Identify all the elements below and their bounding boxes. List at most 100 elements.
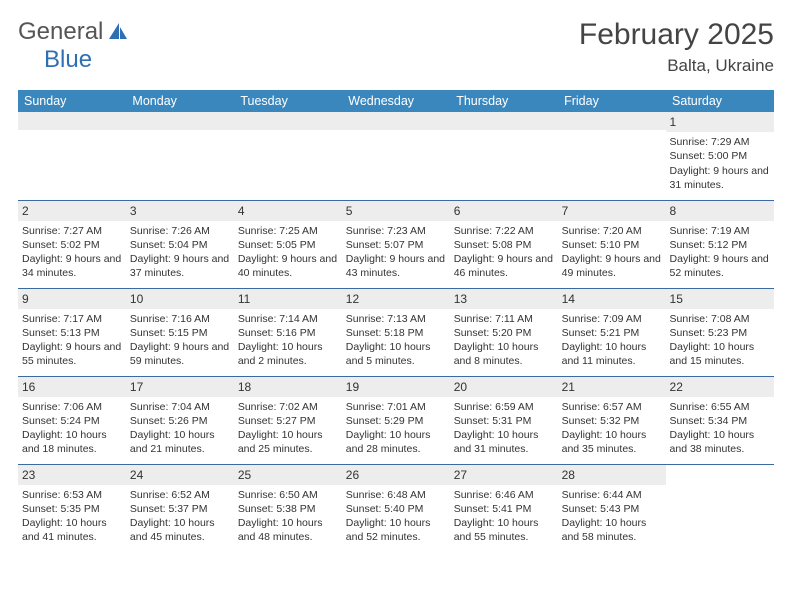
day-sunrise: Sunrise: 7:08 AM	[670, 312, 770, 326]
day-number-row: 10	[126, 289, 234, 309]
day-number-row: 4	[234, 201, 342, 221]
empty-day-strip	[126, 112, 234, 130]
day-sunset: Sunset: 5:32 PM	[562, 414, 662, 428]
day-daylight: Daylight: 9 hours and 49 minutes.	[562, 252, 662, 280]
day-details: Sunrise: 7:02 AMSunset: 5:27 PMDaylight:…	[238, 400, 338, 457]
calendar-day-cell: 7Sunrise: 7:20 AMSunset: 5:10 PMDaylight…	[558, 200, 666, 288]
day-details: Sunrise: 6:44 AMSunset: 5:43 PMDaylight:…	[562, 488, 662, 545]
calendar-week-row: 16Sunrise: 7:06 AMSunset: 5:24 PMDayligh…	[18, 376, 774, 464]
day-sunrise: Sunrise: 7:09 AM	[562, 312, 662, 326]
calendar-day-cell: 9 Sunrise: 7:17 AMSunset: 5:13 PMDaylight…	[18, 288, 126, 376]
day-daylight: Daylight: 10 hours and 45 minutes.	[130, 516, 230, 544]
brand-word-1: General	[18, 18, 103, 46]
day-number-row: 12	[342, 289, 450, 309]
day-sunset: Sunset: 5:00 PM	[670, 149, 770, 163]
day-details: Sunrise: 6:50 AMSunset: 5:38 PMDaylight:…	[238, 488, 338, 545]
brand-logo: General	[18, 18, 133, 46]
day-number-row: 8	[666, 201, 774, 221]
day-daylight: Daylight: 9 hours and 59 minutes.	[130, 340, 230, 368]
calendar-week-row: 2 Sunrise: 7:27 AMSunset: 5:02 PMDaylight…	[18, 200, 774, 288]
calendar-day-cell	[450, 112, 558, 200]
day-number: 2	[22, 204, 29, 218]
day-daylight: Daylight: 9 hours and 37 minutes.	[130, 252, 230, 280]
calendar-day-cell: 26 Sunrise: 6:48 AMSunset: 5:40 PMDayligh…	[342, 464, 450, 552]
day-sunrise: Sunrise: 7:04 AM	[130, 400, 230, 414]
day-daylight: Daylight: 9 hours and 43 minutes.	[346, 252, 446, 280]
day-number-row: 1	[666, 112, 774, 132]
day-sunrise: Sunrise: 7:23 AM	[346, 224, 446, 238]
calendar-day-cell: 5Sunrise: 7:23 AMSunset: 5:07 PMDaylight…	[342, 200, 450, 288]
calendar-day-cell	[234, 112, 342, 200]
day-daylight: Daylight: 10 hours and 38 minutes.	[670, 428, 770, 456]
day-sunrise: Sunrise: 7:17 AM	[22, 312, 122, 326]
calendar-day-cell: 28 Sunrise: 6:44 AMSunset: 5:43 PMDayligh…	[558, 464, 666, 552]
day-sunrise: Sunrise: 6:57 AM	[562, 400, 662, 414]
day-daylight: Daylight: 10 hours and 11 minutes.	[562, 340, 662, 368]
day-number: 6	[454, 204, 461, 218]
day-sunrise: Sunrise: 6:44 AM	[562, 488, 662, 502]
calendar-day-cell	[666, 464, 774, 552]
weekday-header: Friday	[558, 90, 666, 112]
calendar-day-cell	[342, 112, 450, 200]
day-daylight: Daylight: 9 hours and 46 minutes.	[454, 252, 554, 280]
day-sunset: Sunset: 5:13 PM	[22, 326, 122, 340]
day-sunset: Sunset: 5:37 PM	[130, 502, 230, 516]
day-number: 19	[346, 380, 359, 394]
calendar-week-row: 1 Sunrise: 7:29 AMSunset: 5:00 PMDaylight…	[18, 112, 774, 200]
day-number: 20	[454, 380, 467, 394]
day-daylight: Daylight: 10 hours and 55 minutes.	[454, 516, 554, 544]
calendar-day-cell	[558, 112, 666, 200]
day-daylight: Daylight: 10 hours and 58 minutes.	[562, 516, 662, 544]
calendar-week-row: 23Sunrise: 6:53 AMSunset: 5:35 PMDayligh…	[18, 464, 774, 552]
page-title: February 2025	[579, 18, 774, 52]
day-sunset: Sunset: 5:05 PM	[238, 238, 338, 252]
day-number-row: 2	[18, 201, 126, 221]
day-daylight: Daylight: 10 hours and 31 minutes.	[454, 428, 554, 456]
day-details: Sunrise: 7:22 AMSunset: 5:08 PMDaylight:…	[454, 224, 554, 281]
calendar-table: SundayMondayTuesdayWednesdayThursdayFrid…	[18, 90, 774, 552]
day-sunset: Sunset: 5:08 PM	[454, 238, 554, 252]
weekday-header: Saturday	[666, 90, 774, 112]
day-number-row: 22	[666, 377, 774, 397]
calendar-day-cell: 14Sunrise: 7:09 AMSunset: 5:21 PMDayligh…	[558, 288, 666, 376]
day-sunrise: Sunrise: 7:27 AM	[22, 224, 122, 238]
day-sunrise: Sunrise: 6:50 AM	[238, 488, 338, 502]
day-daylight: Daylight: 10 hours and 15 minutes.	[670, 340, 770, 368]
day-number-row: 16	[18, 377, 126, 397]
calendar-day-cell: 25Sunrise: 6:50 AMSunset: 5:38 PMDayligh…	[234, 464, 342, 552]
day-sunset: Sunset: 5:26 PM	[130, 414, 230, 428]
day-sunset: Sunset: 5:15 PM	[130, 326, 230, 340]
day-details: Sunrise: 7:25 AMSunset: 5:05 PMDaylight:…	[238, 224, 338, 281]
day-number-row: 23	[18, 465, 126, 485]
day-daylight: Daylight: 10 hours and 8 minutes.	[454, 340, 554, 368]
day-number: 12	[346, 292, 359, 306]
calendar-day-cell: 22Sunrise: 6:55 AMSunset: 5:34 PMDayligh…	[666, 376, 774, 464]
calendar-day-cell: 18Sunrise: 7:02 AMSunset: 5:27 PMDayligh…	[234, 376, 342, 464]
day-number-row: 27	[450, 465, 558, 485]
day-number-row: 5	[342, 201, 450, 221]
day-number-row: 26	[342, 465, 450, 485]
day-number-row: 9	[18, 289, 126, 309]
day-number: 28	[562, 468, 575, 482]
day-sunrise: Sunrise: 7:01 AM	[346, 400, 446, 414]
day-details: Sunrise: 6:52 AMSunset: 5:37 PMDaylight:…	[130, 488, 230, 545]
day-sunset: Sunset: 5:27 PM	[238, 414, 338, 428]
day-details: Sunrise: 7:27 AMSunset: 5:02 PMDaylight:…	[22, 224, 122, 281]
day-sunrise: Sunrise: 7:13 AM	[346, 312, 446, 326]
calendar-day-cell: 20Sunrise: 6:59 AMSunset: 5:31 PMDayligh…	[450, 376, 558, 464]
day-number: 4	[238, 204, 245, 218]
day-number-row: 21	[558, 377, 666, 397]
calendar-day-cell: 4 Sunrise: 7:25 AMSunset: 5:05 PMDaylight…	[234, 200, 342, 288]
day-details: Sunrise: 7:26 AMSunset: 5:04 PMDaylight:…	[130, 224, 230, 281]
day-details: Sunrise: 7:19 AMSunset: 5:12 PMDaylight:…	[670, 224, 770, 281]
day-sunrise: Sunrise: 7:20 AM	[562, 224, 662, 238]
day-sunset: Sunset: 5:23 PM	[670, 326, 770, 340]
day-number-row: 3	[126, 201, 234, 221]
day-details: Sunrise: 7:29 AMSunset: 5:00 PMDaylight:…	[670, 135, 770, 192]
day-details: Sunrise: 7:16 AMSunset: 5:15 PMDaylight:…	[130, 312, 230, 369]
empty-day-strip	[18, 112, 126, 130]
day-number: 7	[562, 204, 569, 218]
day-details: Sunrise: 6:48 AMSunset: 5:40 PMDaylight:…	[346, 488, 446, 545]
day-daylight: Daylight: 9 hours and 55 minutes.	[22, 340, 122, 368]
day-sunrise: Sunrise: 7:14 AM	[238, 312, 338, 326]
